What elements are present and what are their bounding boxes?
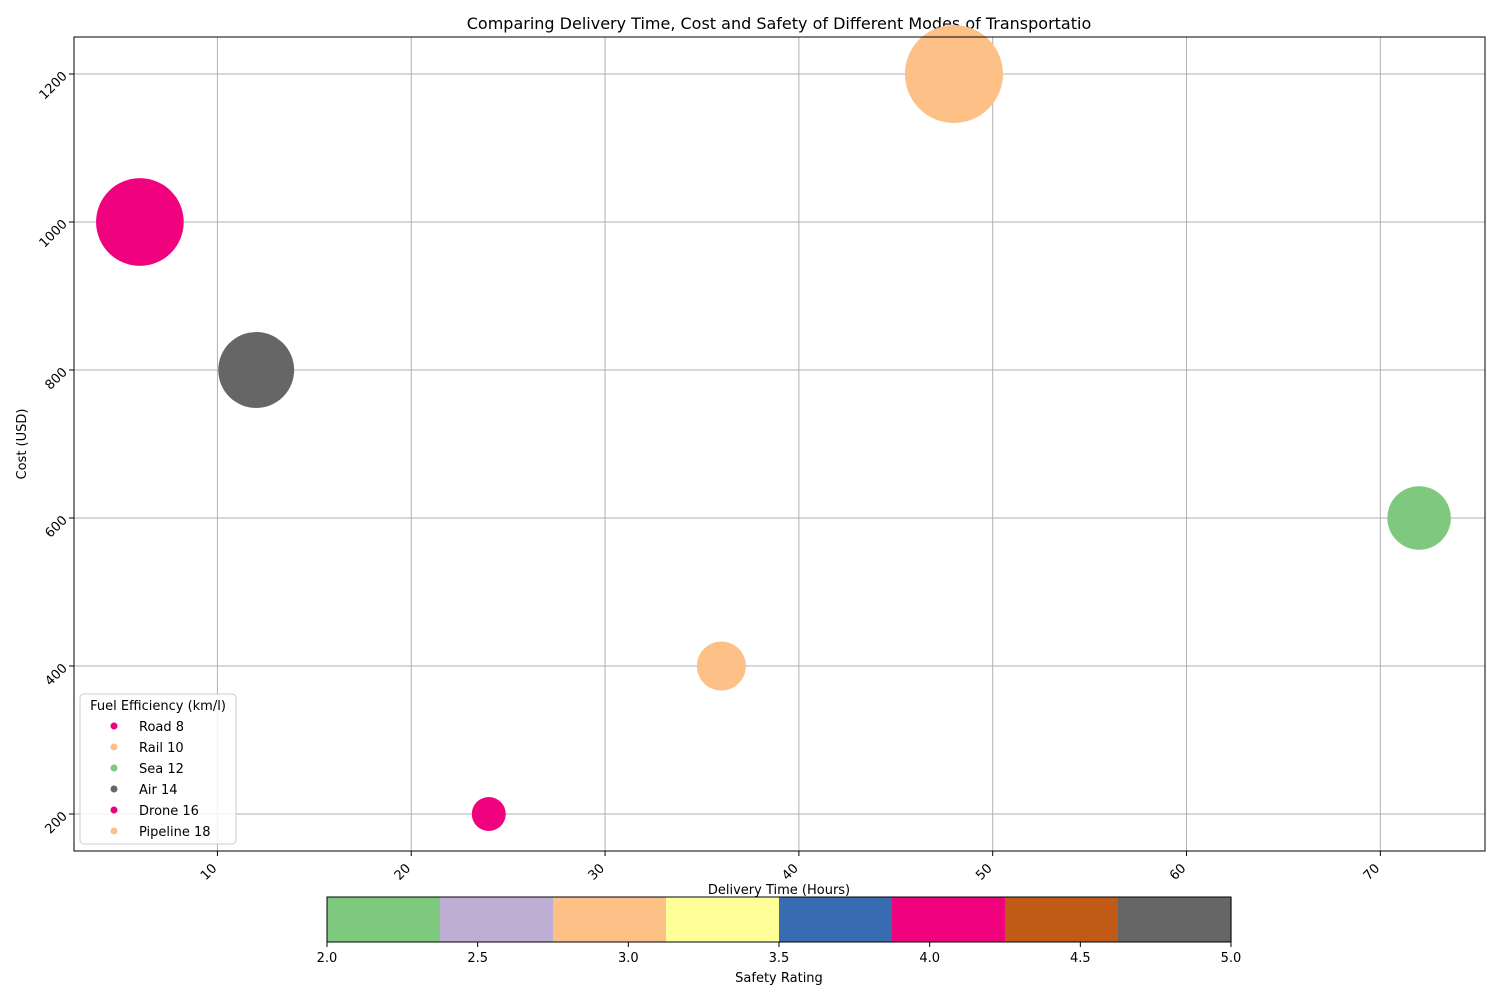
colorbar-segment bbox=[327, 897, 441, 942]
legend-label: Rail 10 bbox=[139, 741, 184, 756]
chart-title: Comparing Delivery Time, Cost and Safety… bbox=[467, 14, 1091, 33]
colorbar-segment bbox=[1118, 897, 1232, 942]
colorbar-segment bbox=[779, 897, 893, 942]
data-point bbox=[218, 332, 295, 408]
legend-marker bbox=[110, 806, 118, 814]
legend-label: Road 8 bbox=[139, 720, 184, 735]
data-point bbox=[696, 641, 746, 691]
colorbar-tick-label: 2.5 bbox=[467, 951, 488, 966]
data-point bbox=[904, 25, 1003, 123]
colorbar-tick-label: 5.0 bbox=[1221, 951, 1242, 966]
colorbar-tick-label: 2.0 bbox=[317, 951, 338, 966]
colorbar-segment bbox=[553, 897, 667, 942]
colorbar-tick-label: 3.5 bbox=[769, 951, 790, 966]
legend-title: Fuel Efficiency (km/l) bbox=[90, 699, 226, 714]
legend-marker bbox=[110, 785, 118, 793]
legend-label: Pipeline 18 bbox=[139, 825, 211, 840]
x-axis-label: Delivery Time (Hours) bbox=[708, 883, 850, 898]
legend-box bbox=[79, 693, 237, 845]
legend-marker bbox=[110, 743, 118, 751]
legend: Fuel Efficiency (km/l) Road 8 Rail 10 Sea … bbox=[79, 693, 237, 845]
legend-marker bbox=[110, 722, 118, 730]
grid-lines bbox=[74, 37, 1485, 851]
colorbar-tick-label: 4.0 bbox=[919, 951, 940, 966]
legend-label: Air 14 bbox=[139, 783, 178, 798]
colorbar-tick-label: 4.5 bbox=[1070, 951, 1091, 966]
legend-label: Drone 16 bbox=[139, 804, 199, 819]
legend-label: Sea 12 bbox=[139, 762, 184, 777]
colorbar-segments bbox=[327, 897, 1232, 942]
legend-marker bbox=[110, 764, 118, 772]
data-points bbox=[96, 25, 1451, 831]
colorbar-segment bbox=[666, 897, 780, 942]
colorbar-segment bbox=[440, 897, 554, 942]
colorbar-label: Safety Rating bbox=[735, 971, 823, 986]
data-point bbox=[471, 797, 506, 831]
legend-marker bbox=[110, 827, 118, 835]
y-axis-label: Cost (USD) bbox=[15, 409, 30, 480]
colorbar-segment bbox=[892, 897, 1006, 942]
colorbar-segment bbox=[1005, 897, 1119, 942]
colorbar-tick-label: 3.0 bbox=[618, 951, 639, 966]
colorbar: 2.0 2.5 3.0 3.5 4.0 4.5 5.0 Safety Rating bbox=[317, 896, 1242, 986]
legend-entries: Road 8 Rail 10 Sea 12 Air 14 Drone 16 Pipelin… bbox=[110, 720, 211, 840]
plot-frame bbox=[73, 36, 1486, 852]
data-point bbox=[1387, 486, 1451, 550]
colorbar-ticks: 2.0 2.5 3.0 3.5 4.0 4.5 5.0 bbox=[317, 942, 1242, 966]
data-point bbox=[96, 178, 184, 266]
